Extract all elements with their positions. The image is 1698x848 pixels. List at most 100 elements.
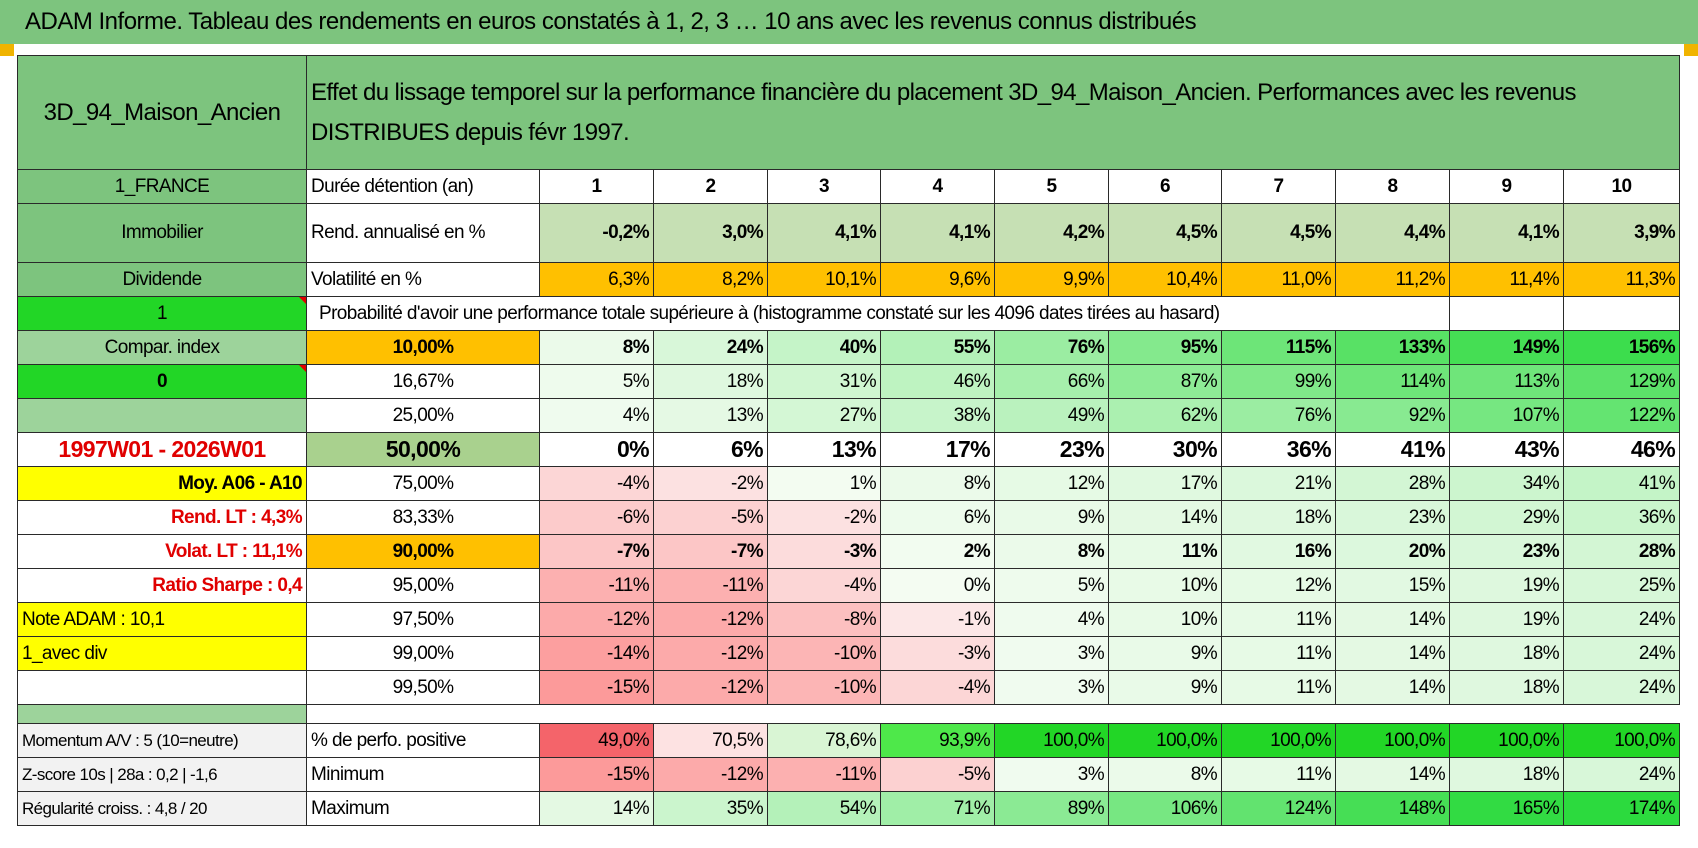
- duration-label: Durée détention (an): [306, 169, 540, 204]
- percentile-value: 115%: [1221, 330, 1336, 365]
- year-header: 7: [1221, 169, 1336, 204]
- percentile-value: -11%: [653, 568, 768, 603]
- flag-1[interactable]: 1: [17, 296, 307, 331]
- percentile-row: Compar. index 10,00% 8% 24% 40% 55% 76% 95% 115%…: [17, 330, 1681, 365]
- percentile-threshold: 25,00%: [306, 398, 540, 433]
- avec-div-label: 1_avec div: [17, 636, 307, 671]
- percentile-value: 11%: [1108, 534, 1222, 569]
- percentile-threshold: 90,00%: [306, 534, 540, 569]
- max-value: 165%: [1449, 791, 1564, 826]
- percentile-value: -2%: [767, 500, 881, 535]
- percentile-value: 11%: [1221, 636, 1336, 671]
- percentile-row: 1_avec div 99,00% -14% -12% -10% -3% 3% 9% 11% 14…: [17, 636, 1681, 671]
- fund-name: 3D_94_Maison_Ancien: [17, 55, 307, 170]
- percentile-value: -15%: [539, 670, 654, 705]
- percentile-value: 8%: [994, 534, 1109, 569]
- percentile-value: 19%: [1449, 602, 1564, 637]
- percentile-value: -14%: [539, 636, 654, 671]
- percentile-threshold: 97,50%: [306, 602, 540, 637]
- percentile-value: -4%: [880, 670, 995, 705]
- percentile-value: 76%: [1221, 398, 1336, 433]
- rend-cell: -0,2%: [539, 203, 654, 263]
- percentile-value: 0%: [539, 432, 654, 467]
- volat-lt-label: Volat. LT : 11,1%: [17, 534, 307, 569]
- percentile-value: 15%: [1335, 568, 1450, 603]
- percentile-value: 0%: [880, 568, 995, 603]
- percentile-value: 149%: [1449, 330, 1564, 365]
- percentile-value: 129%: [1562, 364, 1681, 399]
- percentile-value: -8%: [767, 602, 881, 637]
- percentile-threshold: 10,00%: [306, 330, 540, 365]
- percentile-value: 17%: [1108, 466, 1222, 501]
- percentile-value: 9%: [1108, 636, 1222, 671]
- percentile-value: 12%: [994, 466, 1109, 501]
- percentile-value: 41%: [1562, 466, 1681, 501]
- percentile-value: -4%: [539, 466, 654, 501]
- percentile-value: -1%: [880, 602, 995, 637]
- max-label: Maximum: [306, 791, 540, 826]
- vol-cell: 11,4%: [1449, 262, 1564, 297]
- percentile-value: 30%: [1108, 432, 1222, 467]
- percentile-value: 49%: [994, 398, 1109, 433]
- year-header: 5: [994, 169, 1109, 204]
- percentile-value: 5%: [994, 568, 1109, 603]
- percentile-value: -12%: [539, 602, 654, 637]
- pos-value: 100,0%: [994, 723, 1109, 758]
- percentile-row: Rend. LT : 4,3% 83,33% -6% -5% -2% 6% 9% 14% 18%…: [17, 500, 1681, 535]
- year-header: 9: [1449, 169, 1564, 204]
- percentile-value: -11%: [539, 568, 654, 603]
- vol-cell: 10,1%: [767, 262, 881, 297]
- percentile-value: 114%: [1335, 364, 1450, 399]
- min-value: 11%: [1221, 757, 1336, 792]
- summary-row: Régularité croiss. : 4,8 / 20 Maximum 14% 3…: [17, 791, 1681, 826]
- country-label: 1_FRANCE: [17, 169, 307, 204]
- percentile-value: 107%: [1449, 398, 1564, 433]
- percentile-value: 14%: [1108, 500, 1222, 535]
- period-label: 1997W01 - 2026W01: [17, 432, 307, 467]
- percentile-value: 66%: [994, 364, 1109, 399]
- pos-value: 100,0%: [1449, 723, 1564, 758]
- percentile-value: 17%: [880, 432, 995, 467]
- rend-label: Rend. annualisé en %: [306, 203, 540, 263]
- percentile-value: 24%: [1562, 670, 1681, 705]
- max-value: 35%: [653, 791, 768, 826]
- spacer-fill: [307, 705, 1680, 724]
- momentum-label: Momentum A/V : 5 (10=neutre): [17, 723, 307, 758]
- min-value: 18%: [1449, 757, 1564, 792]
- regularite-label: Régularité croiss. : 4,8 / 20: [17, 791, 307, 826]
- percentile-row: 1997W01 - 2026W01 50,00% 0% 6% 13% 17% 23% 30% 3…: [17, 432, 1681, 467]
- percentile-row: Ratio Sharpe : 0,4 95,00% -11% -11% -4% 0% 5% 1…: [17, 568, 1681, 603]
- percentile-value: 24%: [653, 330, 768, 365]
- percentile-row: 99,50% -15% -12% -10% -4% 3% 9% 11% 14% 18% 24%: [17, 670, 1681, 705]
- percentile-value: 34%: [1449, 466, 1564, 501]
- percentile-value: 25%: [1562, 568, 1681, 603]
- income-type-label: Dividende: [17, 262, 307, 297]
- flag-0[interactable]: 0: [17, 364, 307, 399]
- min-value: 24%: [1562, 757, 1681, 792]
- percentile-row: 0 16,67% 5% 18% 31% 46% 66% 87% 99% 114% 113% 129%: [17, 364, 1681, 399]
- min-value: -5%: [880, 757, 995, 792]
- percentile-value: 46%: [880, 364, 995, 399]
- percentile-value: 27%: [767, 398, 881, 433]
- corner-marker: [0, 44, 14, 56]
- percentile-value: 87%: [1108, 364, 1222, 399]
- min-value: 8%: [1108, 757, 1222, 792]
- pos-label: % de perfo. positive: [306, 723, 540, 758]
- percentile-value: -6%: [539, 500, 654, 535]
- year-header: 2: [653, 169, 768, 204]
- percentile-value: 24%: [1562, 602, 1681, 637]
- percentile-value: 3%: [994, 670, 1109, 705]
- percentile-value: 12%: [1221, 568, 1336, 603]
- percentile-value: -12%: [653, 670, 768, 705]
- empty-cell: [1562, 296, 1681, 331]
- percentile-value: 2%: [880, 534, 995, 569]
- proba-label: Probabilité d'avoir une performance tota…: [306, 296, 1450, 331]
- percentile-value: 4%: [539, 398, 654, 433]
- percentile-value: -7%: [539, 534, 654, 569]
- percentile-value: 5%: [539, 364, 654, 399]
- percentile-value: 23%: [1335, 500, 1450, 535]
- percentile-value: 40%: [767, 330, 881, 365]
- pos-value: 49,0%: [539, 723, 654, 758]
- percentile-row: Volat. LT : 11,1% 90,00% -7% -7% -3% 2% 8% 11% 1…: [17, 534, 1681, 569]
- vol-cell: 10,4%: [1108, 262, 1222, 297]
